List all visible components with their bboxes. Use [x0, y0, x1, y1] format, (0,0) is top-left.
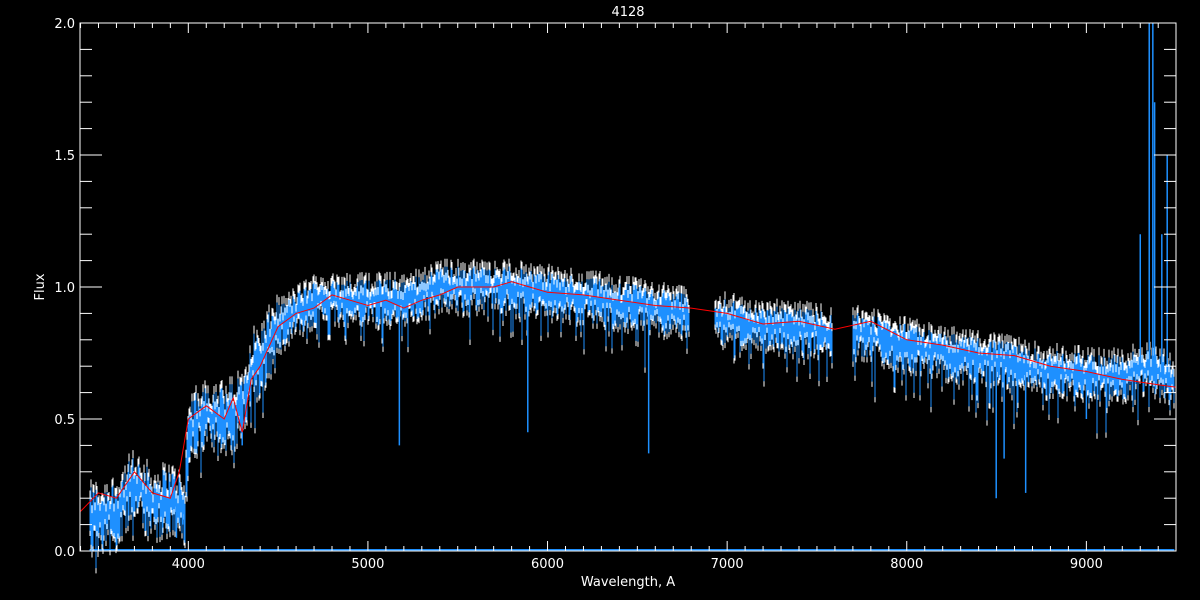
y-tick-label: 1.0	[54, 281, 75, 296]
y-tick-label: 0.5	[54, 413, 75, 428]
y-axis-label: Flux	[33, 273, 48, 300]
observed-blue-series	[89, 23, 1175, 569]
series-layer	[80, 23, 1177, 574]
x-tick-label: 5000	[351, 557, 384, 572]
x-axis-label: Wavelength, A	[581, 575, 675, 590]
y-tick-label: 0.0	[54, 545, 75, 560]
x-tick-label: 6000	[531, 557, 564, 572]
plot-frame	[79, 22, 1177, 552]
y-tick-label: 1.5	[54, 149, 75, 164]
axis-ticks: 4000 5000 6000 7000 8000 9000 0.0 0.5 1.0 1.5 2.0	[54, 17, 1176, 572]
x-tick-label: 7000	[711, 557, 744, 572]
y-tick-label: 2.0	[54, 17, 75, 32]
x-tick-label: 8000	[890, 557, 923, 572]
model-series-line	[80, 281, 1177, 512]
x-tick-label: 4000	[172, 557, 205, 572]
x-tick-label: 9000	[1070, 557, 1103, 572]
chart-title: 4128	[611, 5, 644, 20]
